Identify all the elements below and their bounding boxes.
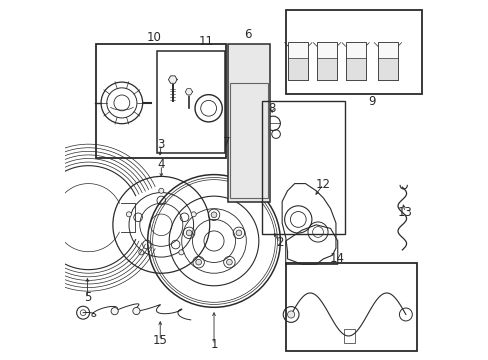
Circle shape [186, 230, 192, 236]
Bar [316, 42, 336, 80]
Circle shape [179, 250, 183, 255]
Circle shape [226, 259, 232, 265]
Text: 14: 14 [329, 252, 344, 265]
Text: 3: 3 [157, 138, 164, 150]
Bar [285, 10, 421, 94]
Bar [96, 44, 225, 158]
Bar [377, 42, 397, 80]
Bar [345, 42, 365, 80]
Text: 9: 9 [367, 95, 375, 108]
Circle shape [211, 212, 217, 218]
Circle shape [236, 230, 241, 236]
Circle shape [159, 188, 163, 193]
Bar [287, 58, 308, 80]
Circle shape [111, 307, 118, 315]
Circle shape [287, 311, 294, 318]
Text: 5: 5 [83, 291, 91, 304]
Bar [230, 83, 267, 198]
Text: 12: 12 [315, 178, 330, 191]
Bar [287, 42, 308, 80]
Bar [345, 58, 365, 80]
Text: 8: 8 [268, 103, 275, 116]
Bar [343, 329, 354, 343]
Circle shape [133, 307, 140, 315]
Bar [377, 58, 397, 80]
Circle shape [195, 259, 201, 265]
Text: 2: 2 [275, 236, 283, 249]
Bar [316, 58, 336, 80]
Text: 4: 4 [157, 158, 165, 171]
Text: 10: 10 [146, 31, 161, 44]
Bar [261, 101, 344, 234]
Polygon shape [168, 76, 177, 83]
Text: 11: 11 [198, 35, 213, 49]
Text: 15: 15 [152, 334, 167, 347]
Circle shape [126, 212, 131, 217]
Circle shape [191, 212, 196, 217]
Bar [228, 44, 269, 202]
Polygon shape [185, 89, 192, 95]
Text: 1: 1 [210, 338, 217, 351]
Bar [286, 263, 416, 351]
Bar [156, 51, 224, 153]
Circle shape [139, 250, 143, 255]
Text: 13: 13 [397, 206, 412, 219]
Text: 6: 6 [244, 28, 251, 41]
Text: 7: 7 [223, 136, 230, 149]
